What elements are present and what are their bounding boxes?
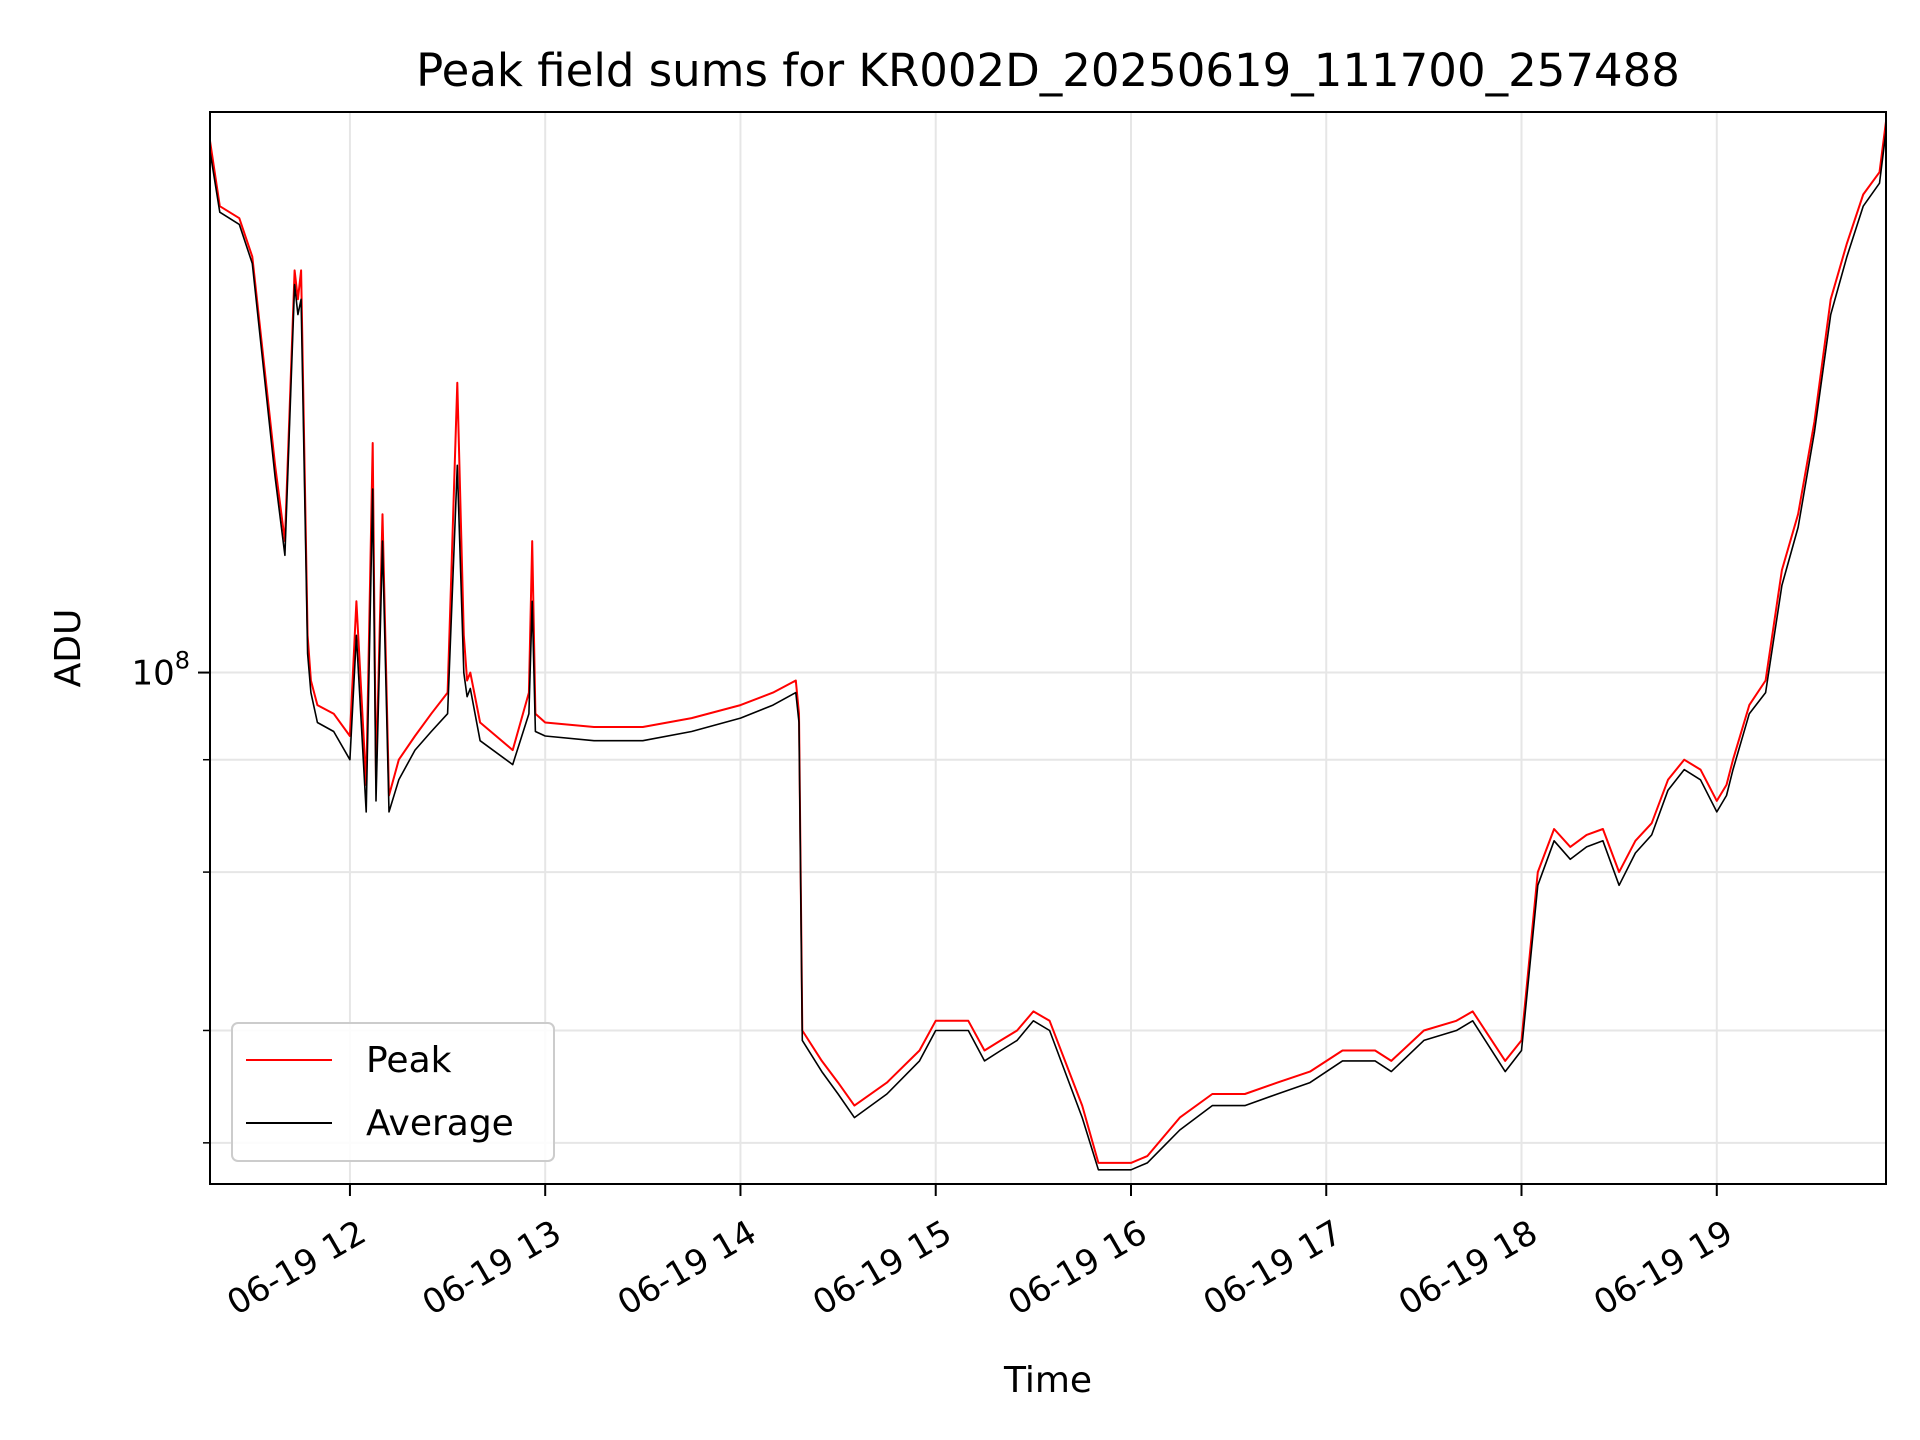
y-axis-label: ADU (48, 609, 89, 688)
legend-box (231, 1022, 555, 1162)
y-tick-label: 108 (131, 647, 190, 694)
series-layer (209, 121, 1887, 1171)
x-axis-label: Time (1003, 1360, 1092, 1401)
legend: Peak Average (231, 1022, 555, 1162)
plot-area-frame (209, 111, 1887, 1185)
chart-title: Peak field sums for KR002D_20250619_1117… (416, 44, 1680, 97)
series-line-average (209, 131, 1887, 1171)
legend-label-peak: Peak (366, 1040, 452, 1081)
legend-label-average: Average (366, 1103, 514, 1144)
